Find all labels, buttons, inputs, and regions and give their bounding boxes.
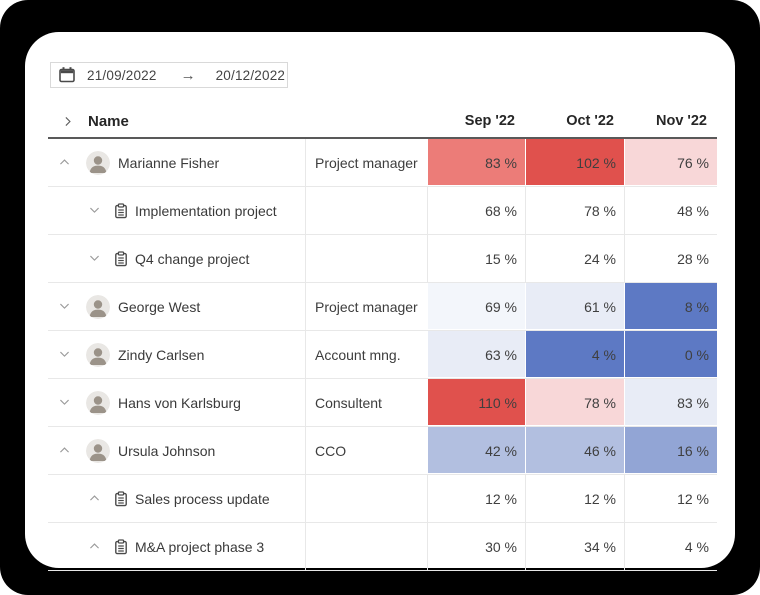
chevron-down-icon[interactable] xyxy=(58,396,71,409)
chevron-down-icon[interactable] xyxy=(88,252,101,265)
clipboard-icon xyxy=(113,538,129,555)
person-name: Hans von Karlsburg xyxy=(118,394,241,411)
project-name: Q4 change project xyxy=(135,250,250,267)
chevron-up-icon[interactable] xyxy=(58,156,71,169)
table-row: Zindy Carlsen Account mng. 63 % 4 % 0 % xyxy=(48,331,717,379)
clipboard-icon xyxy=(113,250,129,267)
month-header-oct: Oct '22 xyxy=(566,113,614,129)
role-cell xyxy=(305,235,427,282)
person-cell: Zindy Carlsen xyxy=(48,331,305,378)
avatar xyxy=(86,150,110,175)
capacity-value-cell: 15 % xyxy=(427,235,525,282)
chevron-up-icon[interactable] xyxy=(88,492,101,505)
chevron-up-icon[interactable] xyxy=(88,540,101,553)
capacity-value-cell: 78 % xyxy=(525,187,624,234)
capacity-value-cell: 68 % xyxy=(427,187,525,234)
table-row: George West Project manager 69 % 61 % 8 % xyxy=(48,283,717,331)
project-name: Implementation project xyxy=(135,202,277,219)
person-name: George West xyxy=(118,298,201,315)
person-cell: George West xyxy=(48,283,305,330)
date-range-picker[interactable]: 21/09/2022 → 20/12/2022 xyxy=(50,62,288,88)
role-cell: Project manager xyxy=(305,283,427,330)
table-row: M&A project phase 3 30 % 34 % 4 % xyxy=(48,523,717,571)
table-row: Sales process update 12 % 12 % 12 % xyxy=(48,475,717,523)
capacity-value-cell: 34 % xyxy=(525,523,624,570)
project-cell: Implementation project xyxy=(48,187,305,234)
capacity-value-cell: 4 % xyxy=(525,331,624,378)
capacity-value-cell: 42 % xyxy=(427,427,525,474)
capacity-value-cell: 83 % xyxy=(624,379,717,426)
capacity-value-cell: 12 % xyxy=(525,475,624,522)
role-cell: CCO xyxy=(305,427,427,474)
arrow-right-icon: → xyxy=(180,66,196,84)
table-row: Implementation project 68 % 78 % 48 % xyxy=(48,187,717,235)
avatar xyxy=(86,390,110,415)
capacity-value-cell: 16 % xyxy=(624,427,717,474)
capacity-value-cell: 83 % xyxy=(427,139,525,186)
capacity-value-cell: 110 % xyxy=(427,379,525,426)
capacity-value-cell: 28 % xyxy=(624,235,717,282)
avatar xyxy=(86,342,110,367)
capacity-value-cell: 48 % xyxy=(624,187,717,234)
capacity-value-cell: 24 % xyxy=(525,235,624,282)
chevron-right-icon[interactable] xyxy=(61,115,74,128)
capacity-value-cell: 61 % xyxy=(525,283,624,330)
capacity-grid-card: 21/09/2022 → 20/12/2022 Name Sep '22 Oct… xyxy=(25,32,735,571)
avatar xyxy=(86,438,110,463)
capacity-value-cell: 0 % xyxy=(624,331,717,378)
chevron-down-icon[interactable] xyxy=(88,204,101,217)
name-header-label: Name xyxy=(88,112,129,130)
person-name: Ursula Johnson xyxy=(118,442,216,459)
capacity-value-cell: 8 % xyxy=(624,283,717,330)
project-cell: M&A project phase 3 xyxy=(48,523,305,570)
month-header-nov: Nov '22 xyxy=(656,113,707,129)
capacity-value-cell: 4 % xyxy=(624,523,717,570)
role-cell: Consultent xyxy=(305,379,427,426)
capacity-value-cell: 76 % xyxy=(624,139,717,186)
project-name: Sales process update xyxy=(135,490,270,507)
role-cell xyxy=(305,523,427,570)
person-cell: Marianne Fisher xyxy=(48,139,305,186)
person-name: Zindy Carlsen xyxy=(118,346,205,363)
person-cell: Hans von Karlsburg xyxy=(48,379,305,426)
role-cell xyxy=(305,187,427,234)
project-name: M&A project phase 3 xyxy=(135,538,265,555)
month-header-sep: Sep '22 xyxy=(464,113,515,129)
project-cell: Q4 change project xyxy=(48,235,305,282)
table-row: Hans von Karlsburg Consultent 110 % 78 % 83 … xyxy=(48,379,717,427)
table-row: Q4 change project 15 % 24 % 28 % xyxy=(48,235,717,283)
person-cell: Ursula Johnson xyxy=(48,427,305,474)
chevron-down-icon[interactable] xyxy=(58,348,71,361)
table-header-row: Name Sep '22 Oct '22 Nov '22 xyxy=(48,105,717,139)
person-name: Marianne Fisher xyxy=(118,154,220,171)
project-cell: Sales process update xyxy=(48,475,305,522)
clipboard-icon xyxy=(113,202,129,219)
date-end-field[interactable]: 20/12/2022 xyxy=(215,67,286,83)
date-start-field[interactable]: 21/09/2022 xyxy=(87,67,157,83)
role-cell: Project manager xyxy=(305,139,427,186)
capacity-value-cell: 30 % xyxy=(427,523,525,570)
role-cell xyxy=(305,475,427,522)
clipboard-icon xyxy=(113,490,129,507)
calendar-icon[interactable] xyxy=(58,66,76,84)
table-body: Marianne Fisher Project manager 83 % 102 % 7… xyxy=(48,139,717,571)
table-row: Marianne Fisher Project manager 83 % 102 % 7… xyxy=(48,139,717,187)
capacity-table: Name Sep '22 Oct '22 Nov '22 Marianne Fi… xyxy=(48,105,717,571)
avatar xyxy=(86,294,110,319)
capacity-value-cell: 69 % xyxy=(427,283,525,330)
capacity-value-cell: 78 % xyxy=(525,379,624,426)
name-column-header: Name xyxy=(48,113,305,130)
capacity-value-cell: 102 % xyxy=(525,139,624,186)
capacity-value-cell: 63 % xyxy=(427,331,525,378)
capacity-value-cell: 46 % xyxy=(525,427,624,474)
capacity-value-cell: 12 % xyxy=(427,475,525,522)
role-cell: Account mng. xyxy=(305,331,427,378)
chevron-down-icon[interactable] xyxy=(58,300,71,313)
capacity-value-cell: 12 % xyxy=(624,475,717,522)
chevron-up-icon[interactable] xyxy=(58,444,71,457)
table-row: Ursula Johnson CCO 42 % 46 % 16 % xyxy=(48,427,717,475)
